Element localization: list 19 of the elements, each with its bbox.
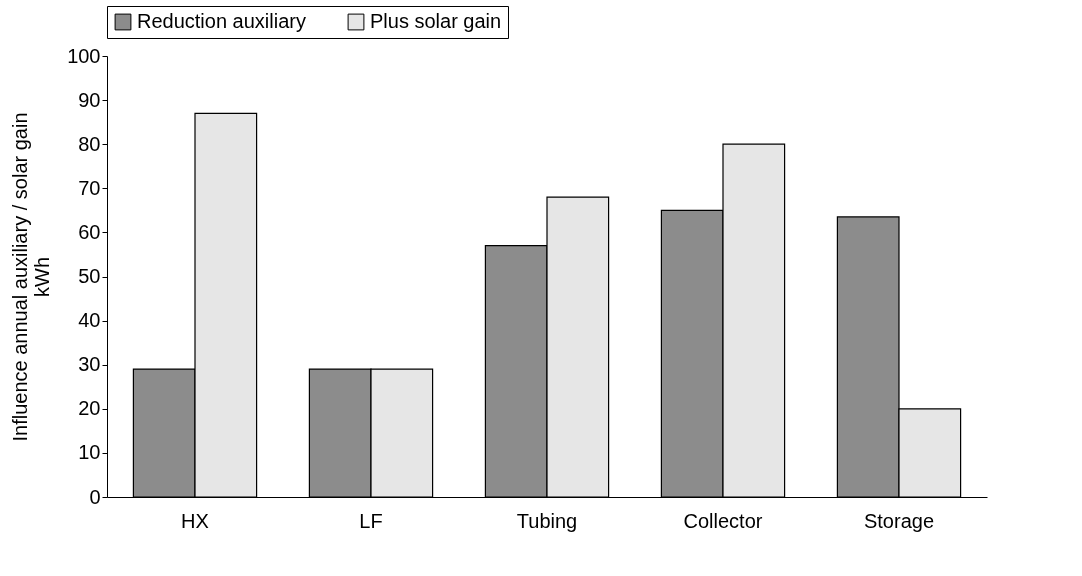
y-tick-label: 30: [78, 353, 101, 376]
x-tick-label: Storage: [863, 509, 935, 532]
y-axis-title: Influence annual auxiliary / solar gain kWh: [9, 112, 54, 442]
y-tick-label: 100: [67, 44, 101, 67]
y-tick-label: 10: [78, 441, 101, 464]
legend-label: Plus solar gain: [370, 10, 502, 32]
legend-label: Reduction auxiliary: [137, 10, 306, 32]
y-tick-label: 20: [78, 397, 101, 420]
x-tick-label: HX: [181, 509, 209, 532]
y-tick-label: 50: [78, 265, 101, 287]
x-tick-label: Tubing: [516, 509, 578, 532]
x-tick-label: Collector: [683, 509, 763, 532]
y-tick-label: 70: [78, 176, 101, 199]
y-tick-label: 0: [89, 485, 101, 508]
y-tick-label: 60: [78, 220, 101, 243]
y-tick-label: 80: [78, 132, 101, 155]
x-tick-label: LF: [359, 509, 383, 532]
y-tick-label: 90: [78, 88, 101, 111]
y-tick-label: 40: [78, 309, 101, 332]
